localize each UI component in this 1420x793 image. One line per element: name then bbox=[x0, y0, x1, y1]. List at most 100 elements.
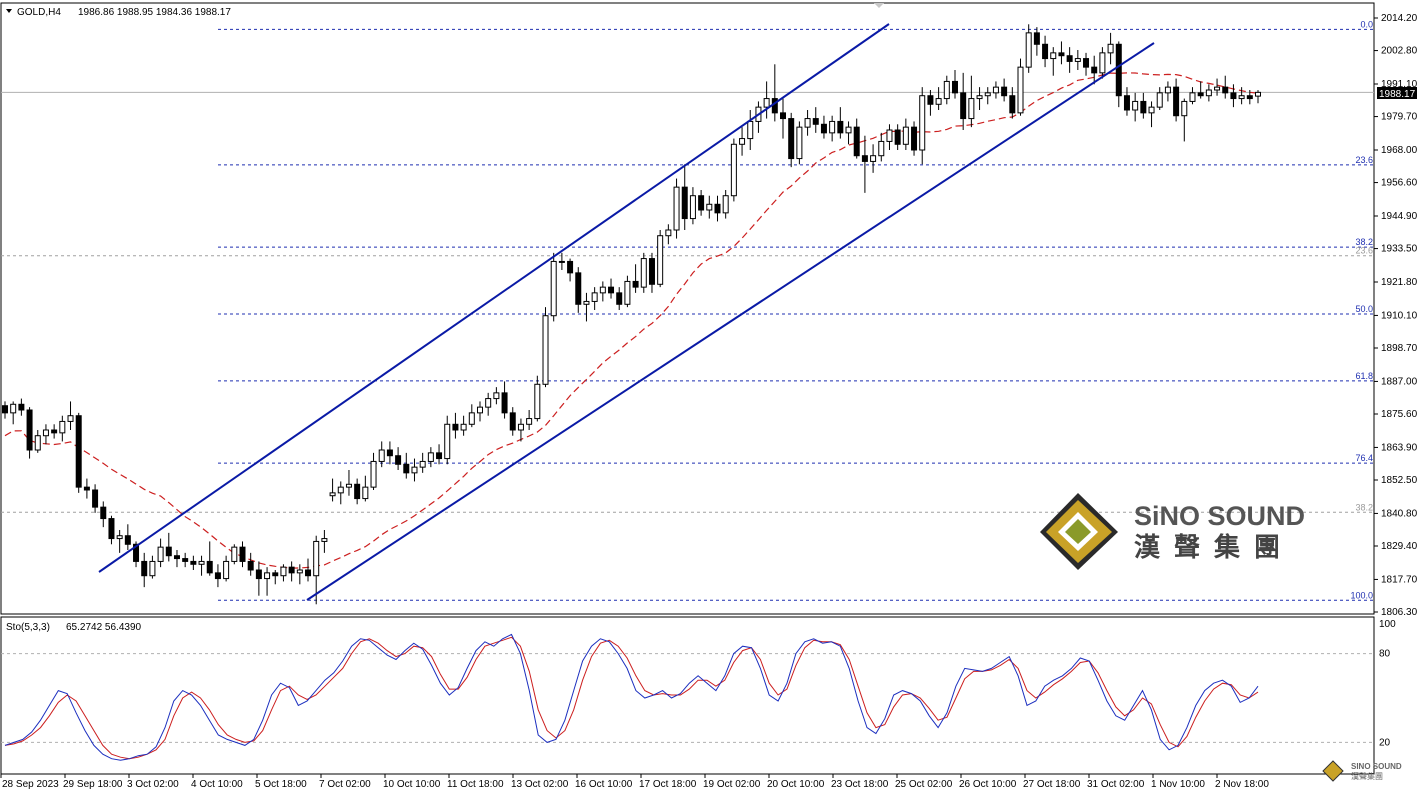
candle-body-up bbox=[493, 392, 500, 400]
candle-body-down bbox=[780, 112, 787, 120]
candle-body-up bbox=[485, 398, 492, 408]
candle-body-up bbox=[935, 98, 942, 105]
time-tick-label: 7 Oct 02:00 bbox=[319, 779, 371, 790]
candle-body-down bbox=[714, 203, 721, 214]
candle bbox=[894, 124, 901, 150]
candle-body-down bbox=[182, 558, 189, 562]
candle-body-up bbox=[345, 483, 352, 488]
candle-body-up bbox=[1025, 32, 1032, 68]
candle bbox=[501, 381, 508, 419]
candle bbox=[452, 412, 459, 439]
price-tick-label: 1852.50 bbox=[1381, 475, 1418, 486]
candle-body-up bbox=[468, 412, 475, 425]
candle-body-down bbox=[18, 403, 25, 411]
time-tick-label: 11 Oct 18:00 bbox=[447, 779, 504, 790]
candle-body-up bbox=[34, 435, 41, 451]
candle-body-up bbox=[1189, 92, 1196, 102]
candle bbox=[853, 118, 860, 159]
candle bbox=[1246, 90, 1253, 105]
candle-body-down bbox=[386, 449, 393, 457]
time-tick-label: 28 Sep 2023 bbox=[2, 779, 59, 790]
price-tick-label: 1968.00 bbox=[1381, 145, 1418, 156]
candle bbox=[1148, 101, 1155, 128]
candle-body-up bbox=[231, 546, 238, 562]
candle bbox=[141, 552, 148, 588]
candle bbox=[1009, 87, 1016, 119]
candle bbox=[820, 115, 827, 139]
candle-body-down bbox=[92, 489, 99, 508]
candle-body-up bbox=[763, 98, 770, 108]
channel-upper-line[interactable] bbox=[98, 23, 890, 573]
svg-text:SINO SOUND: SINO SOUND bbox=[1351, 762, 1402, 771]
candle-body-up bbox=[517, 423, 524, 431]
candle bbox=[984, 87, 991, 105]
price-tick-label: 1910.10 bbox=[1381, 310, 1418, 321]
candle-body-up bbox=[378, 449, 385, 462]
candle bbox=[100, 501, 107, 528]
candle bbox=[599, 281, 606, 302]
candle bbox=[542, 307, 549, 388]
candle-body-down bbox=[820, 123, 827, 134]
moving-average bbox=[4, 72, 1259, 569]
candle bbox=[1164, 81, 1171, 102]
candle bbox=[1115, 41, 1122, 108]
stochastic-pane-frame bbox=[0, 616, 1375, 775]
candle bbox=[1001, 78, 1008, 102]
candle-body-up bbox=[313, 540, 320, 577]
candle bbox=[337, 481, 344, 505]
candle bbox=[1050, 47, 1057, 76]
candle bbox=[231, 544, 238, 565]
shift-marker-icon[interactable] bbox=[874, 3, 884, 8]
candle-body-up bbox=[1017, 66, 1024, 114]
chevron-down-icon[interactable] bbox=[6, 9, 12, 13]
fib2-level-label: 23.6 bbox=[1355, 246, 1373, 256]
candle-body-down bbox=[141, 560, 148, 577]
candle bbox=[370, 452, 377, 490]
time-tick-label: 1 Nov 10:00 bbox=[1151, 779, 1205, 790]
candle-body-up bbox=[550, 260, 557, 317]
candle bbox=[780, 98, 787, 139]
candle bbox=[550, 252, 557, 322]
candle-body-up bbox=[902, 126, 909, 145]
candle-body-up bbox=[1238, 95, 1245, 100]
candle bbox=[386, 441, 393, 465]
candle bbox=[739, 127, 746, 156]
candle-body-up bbox=[1074, 58, 1081, 62]
candle-body-up bbox=[722, 195, 729, 214]
candle bbox=[2, 401, 8, 419]
candle bbox=[665, 224, 672, 245]
price-tick-label: 1933.50 bbox=[1381, 244, 1418, 255]
candle bbox=[485, 392, 492, 416]
candle bbox=[157, 538, 164, 568]
candle-body-up bbox=[878, 140, 885, 157]
symbol-label: GOLD,H4 bbox=[17, 7, 61, 18]
candle bbox=[829, 115, 836, 142]
candle-body-up bbox=[476, 406, 483, 414]
candle bbox=[1083, 52, 1090, 76]
candle bbox=[34, 430, 41, 453]
candle bbox=[1074, 50, 1081, 70]
channel-lower-line[interactable] bbox=[306, 42, 1155, 601]
candle bbox=[951, 70, 958, 99]
candle-body-up bbox=[591, 292, 598, 302]
candle bbox=[362, 475, 369, 502]
candle-body-down bbox=[165, 546, 172, 557]
candle-body-down bbox=[608, 286, 615, 294]
stochastic-values: 65.2742 56.4390 bbox=[66, 622, 142, 633]
candle bbox=[698, 190, 705, 216]
candle-body-up bbox=[689, 195, 696, 220]
candle bbox=[1238, 87, 1245, 105]
stochastic-signal-line bbox=[4, 636, 1259, 760]
candle-body-down bbox=[395, 455, 402, 465]
candle-body-down bbox=[108, 518, 115, 540]
candle bbox=[1042, 35, 1049, 68]
candle bbox=[935, 87, 942, 110]
candle-body-up bbox=[1148, 106, 1155, 114]
price-tick-label: 1806.30 bbox=[1381, 607, 1418, 618]
ma-line bbox=[4, 72, 1259, 569]
candle-body-up bbox=[886, 129, 893, 142]
time-axis: 28 Sep 2023 29 Sep 18:00 3 Oct 02:00 4 Oct … bbox=[0, 774, 1269, 790]
candle bbox=[1033, 27, 1040, 56]
candle-body-down bbox=[681, 186, 688, 220]
price-tick-label: 1921.80 bbox=[1381, 277, 1418, 288]
